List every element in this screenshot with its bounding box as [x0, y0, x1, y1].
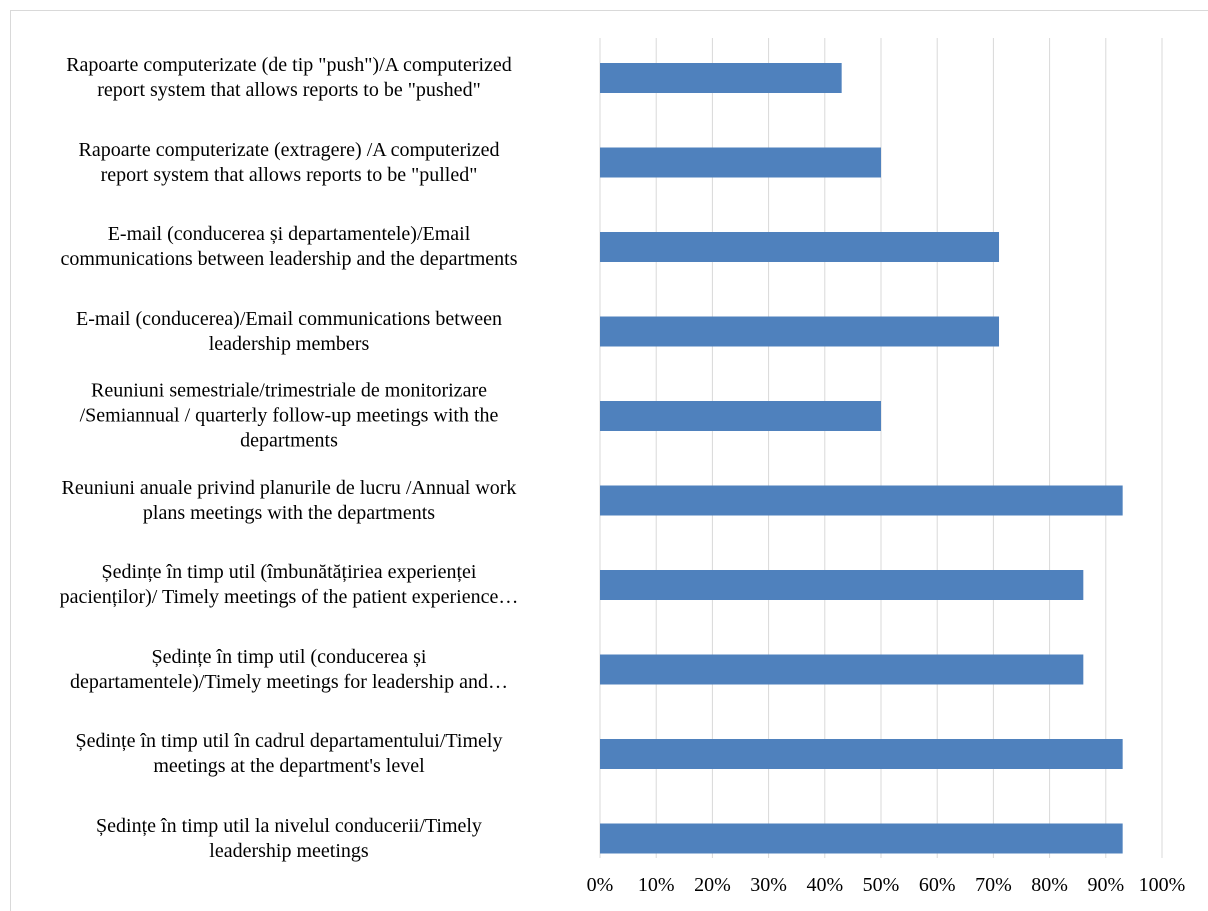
x-axis-ticks: 0% 10% 20% 30% 40% 50% 60% 70% 80% 90% 100%: [587, 874, 1186, 896]
x-tick-label: 80%: [1031, 874, 1068, 896]
x-tick-label: 0%: [587, 874, 614, 896]
bar: [600, 823, 1123, 854]
x-tick-label: 60%: [919, 874, 956, 896]
bar: [600, 570, 1084, 600]
x-tick-label: 40%: [806, 874, 843, 896]
bar: [600, 739, 1123, 769]
x-tick-label: 70%: [975, 874, 1012, 896]
bar: [600, 232, 1000, 262]
bar: [600, 654, 1084, 685]
bar: [600, 63, 842, 93]
bar: [600, 401, 881, 431]
x-tick-label: 90%: [1087, 874, 1124, 896]
x-tick-label: 100%: [1139, 874, 1186, 896]
x-tick-label: 50%: [863, 874, 900, 896]
bars: [600, 63, 1123, 854]
x-tick-label: 10%: [638, 874, 675, 896]
bar: [600, 485, 1123, 516]
chart-frame: [10, 10, 1208, 911]
bar: [600, 316, 1000, 347]
gridlines: [599, 38, 1163, 858]
bar: [600, 147, 881, 178]
x-tick-label: 20%: [694, 874, 731, 896]
x-tick-label: 30%: [750, 874, 787, 896]
